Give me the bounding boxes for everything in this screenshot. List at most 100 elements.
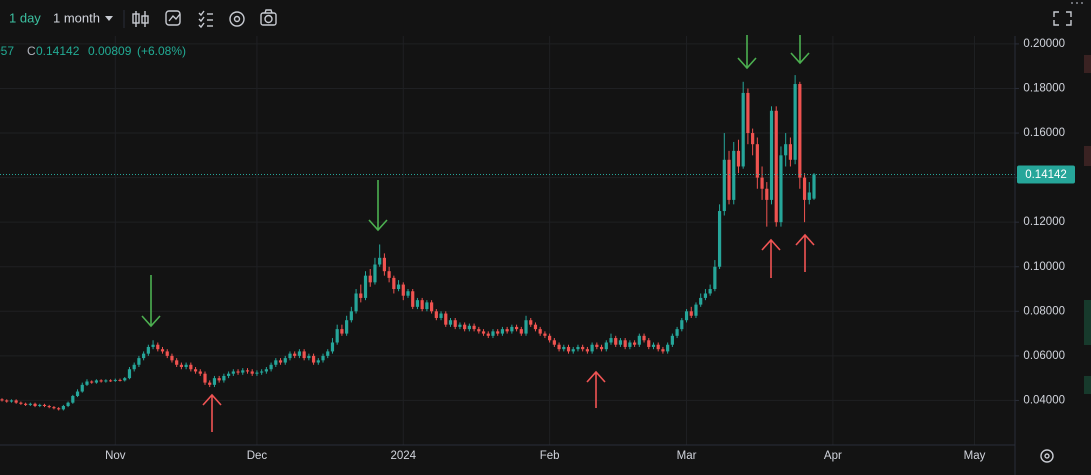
candle-body xyxy=(137,358,141,365)
candle-body xyxy=(760,177,764,189)
interval-button[interactable]: 1 day xyxy=(9,10,41,25)
candle-body xyxy=(411,291,415,307)
candle-body xyxy=(123,378,127,381)
candle-body xyxy=(510,326,514,332)
candle-body xyxy=(727,159,731,200)
candle-body xyxy=(330,342,335,352)
candle-body xyxy=(614,338,618,345)
candle-body xyxy=(85,381,89,385)
y-tick-label: 0.04000 xyxy=(1023,394,1065,406)
candle-body xyxy=(505,329,509,332)
candle-body xyxy=(463,324,467,330)
axis-layer: 0.040000.060000.080000.100000.120000.140… xyxy=(0,35,1091,475)
x-tick-label: Mar xyxy=(677,450,697,462)
candle-body xyxy=(80,384,84,392)
edge-strip xyxy=(1084,146,1091,166)
candle-body xyxy=(75,391,80,396)
candle-body xyxy=(661,349,665,352)
indicators-icon[interactable] xyxy=(165,10,181,26)
snapshot-icon[interactable] xyxy=(260,9,277,26)
candle-body xyxy=(812,174,816,199)
candle-body xyxy=(642,335,646,341)
legend-open-fragment: 057 xyxy=(0,44,14,58)
candle-body xyxy=(170,355,174,361)
candle-body xyxy=(746,92,750,134)
candle-body xyxy=(57,408,61,410)
candle-body xyxy=(722,159,726,212)
candle-body xyxy=(94,380,99,383)
candle-body xyxy=(392,277,396,290)
annotation-arrows-up xyxy=(202,233,815,432)
y-tick-label: 0.18000 xyxy=(1023,83,1065,95)
more-dots[interactable] xyxy=(1071,2,1083,4)
candle-body xyxy=(604,342,608,350)
alerts-icon[interactable] xyxy=(198,10,213,29)
candle-type-icon[interactable] xyxy=(132,11,149,27)
candle-body xyxy=(689,311,693,316)
candle-body xyxy=(255,372,259,374)
candle-body xyxy=(127,369,132,379)
range-button[interactable]: 1 month xyxy=(53,10,100,25)
candle-body xyxy=(519,329,523,334)
candle-body xyxy=(184,364,188,368)
edge-strip xyxy=(1084,55,1091,73)
candle-body xyxy=(19,402,23,404)
candle-body xyxy=(217,378,221,381)
candle-body xyxy=(231,371,235,374)
candle-body xyxy=(467,325,471,330)
candle-body xyxy=(755,144,759,178)
candle-body xyxy=(146,346,150,354)
candle-body xyxy=(311,355,316,363)
candle-body xyxy=(581,346,585,350)
candle-body xyxy=(472,325,476,330)
candle-body xyxy=(439,313,443,318)
candle-body xyxy=(160,349,165,352)
candle-body xyxy=(0,399,4,401)
candle-body xyxy=(684,311,689,321)
candle-body xyxy=(14,400,18,403)
axis-settings-icon[interactable] xyxy=(1040,449,1054,463)
candle-body xyxy=(373,264,377,283)
candle-body xyxy=(264,369,268,372)
range-dropdown-caret[interactable] xyxy=(105,16,113,21)
candle-body xyxy=(666,344,670,352)
candle-body xyxy=(222,375,226,381)
candle-body xyxy=(38,404,42,407)
fullscreen-icon[interactable] xyxy=(1053,11,1072,26)
candle-body xyxy=(118,379,122,381)
candle-body xyxy=(538,329,542,334)
candle-body xyxy=(751,133,755,145)
candle-body xyxy=(297,351,302,356)
candle-body xyxy=(524,320,528,334)
candle-body xyxy=(66,402,70,407)
candle-body xyxy=(807,192,811,200)
candle-body xyxy=(514,326,519,330)
candle-body xyxy=(708,289,712,294)
candle-body xyxy=(24,403,28,405)
candle-body xyxy=(599,346,604,350)
x-tick-label: Feb xyxy=(540,450,560,462)
settings-icon[interactable] xyxy=(229,11,245,27)
candle-body xyxy=(415,300,420,307)
candle-body xyxy=(99,380,103,382)
candle-body xyxy=(104,380,108,382)
candle-body xyxy=(694,304,698,316)
last-price-tag xyxy=(1017,165,1075,184)
x-tick-label: May xyxy=(964,450,986,462)
candle-body xyxy=(618,340,623,345)
candle-body xyxy=(481,331,486,334)
candle-body xyxy=(571,349,575,352)
candle-body xyxy=(802,177,807,200)
candle-body xyxy=(713,266,717,290)
candle-body xyxy=(189,364,193,370)
x-tick-label: 2024 xyxy=(390,450,416,462)
candle-body xyxy=(699,297,703,305)
candle-body xyxy=(453,320,457,327)
y-tick-label: 0.08000 xyxy=(1023,305,1065,317)
candle-body xyxy=(590,344,594,352)
candle-body xyxy=(274,360,278,365)
candle-body xyxy=(425,302,429,310)
candle-body xyxy=(108,380,113,382)
